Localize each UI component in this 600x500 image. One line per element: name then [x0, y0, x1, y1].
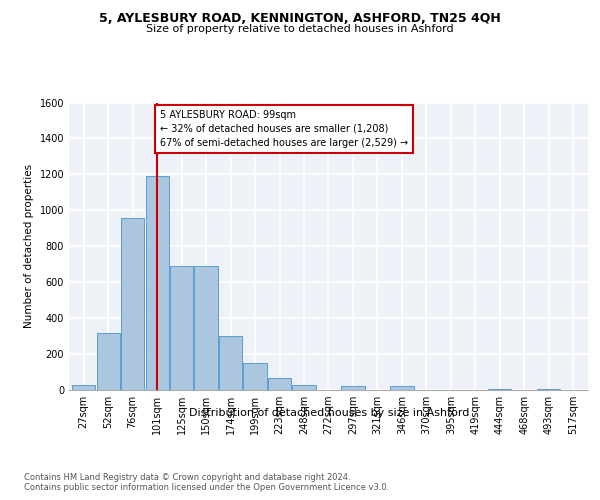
Bar [488, 389, 511, 390]
Text: Distribution of detached houses by size in Ashford: Distribution of detached houses by size … [188, 408, 469, 418]
Text: Contains public sector information licensed under the Open Government Licence v3: Contains public sector information licen… [24, 484, 389, 492]
Bar [121, 218, 144, 390]
Y-axis label: Number of detached properties: Number of detached properties [24, 164, 34, 328]
Bar [219, 336, 242, 390]
Text: Contains HM Land Registry data © Crown copyright and database right 2024.: Contains HM Land Registry data © Crown c… [24, 472, 350, 482]
Text: 5, AYLESBURY ROAD, KENNINGTON, ASHFORD, TN25 4QH: 5, AYLESBURY ROAD, KENNINGTON, ASHFORD, … [99, 12, 501, 26]
Bar [146, 176, 169, 390]
Bar [72, 384, 95, 390]
Bar [537, 389, 560, 390]
Bar [341, 386, 365, 390]
Text: Size of property relative to detached houses in Ashford: Size of property relative to detached ho… [146, 24, 454, 34]
Bar [391, 386, 413, 390]
Bar [170, 266, 193, 390]
Text: 5 AYLESBURY ROAD: 99sqm
← 32% of detached houses are smaller (1,208)
67% of semi: 5 AYLESBURY ROAD: 99sqm ← 32% of detache… [160, 110, 409, 148]
Bar [292, 384, 316, 390]
Bar [194, 266, 218, 390]
Bar [268, 378, 291, 390]
Bar [244, 363, 266, 390]
Bar [97, 332, 120, 390]
